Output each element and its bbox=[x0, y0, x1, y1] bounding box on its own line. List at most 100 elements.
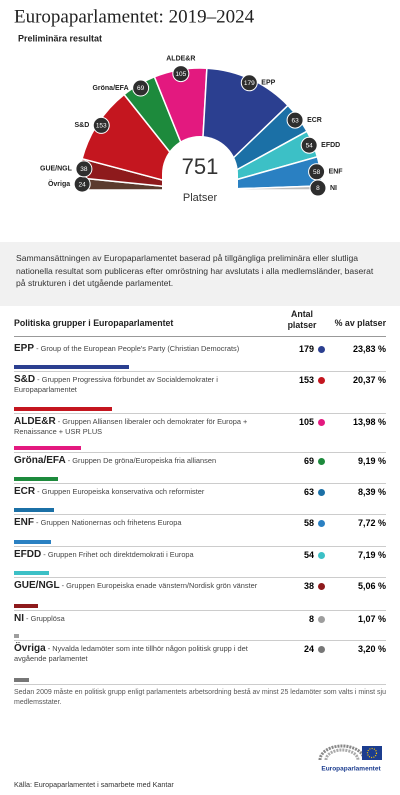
group-description: Grupplösa bbox=[30, 614, 65, 623]
group-description: Gruppen Frihet och direktdemokrati i Eur… bbox=[47, 550, 194, 559]
seat-bar bbox=[14, 634, 20, 638]
category-label: EFDD bbox=[321, 142, 340, 149]
category-label: ECR bbox=[307, 117, 322, 124]
separator: - bbox=[45, 644, 53, 653]
header-rule bbox=[14, 336, 386, 337]
group-abbr: EFDD bbox=[14, 549, 42, 560]
separator: - bbox=[24, 614, 31, 623]
seats: 153 bbox=[298, 375, 314, 385]
group-description: Group of the European People's Party (Ch… bbox=[40, 344, 240, 353]
group-cell: ECR - Gruppen Europeiska konservativa oc… bbox=[14, 487, 269, 497]
seat-bar bbox=[14, 477, 59, 481]
group-cell: GUE/NGL - Gruppen Europeiska enade vänst… bbox=[14, 581, 269, 591]
separator: - bbox=[35, 487, 42, 496]
seat-bar bbox=[14, 508, 55, 512]
color-dot bbox=[318, 419, 325, 426]
center-base bbox=[162, 174, 238, 204]
group-abbr: S&D bbox=[14, 374, 36, 385]
percent: 3,20 % bbox=[357, 644, 386, 654]
table-row: EFDD - Gruppen Frihet och direktdemokrat… bbox=[14, 546, 386, 578]
separator: - bbox=[34, 344, 41, 353]
value-bubble bbox=[75, 160, 93, 178]
table-row: Övriga - Nyvalda ledamöter som inte till… bbox=[14, 640, 386, 685]
logo: Europaparlamentet bbox=[318, 744, 382, 773]
percent: 13,98 % bbox=[352, 417, 386, 427]
group-cell: Övriga - Nyvalda ledamöter som inte till… bbox=[14, 644, 269, 664]
group-description: Gruppen Progressiva förbundet av Sociald… bbox=[14, 375, 218, 394]
table-row: S&D - Gruppen Progressiva förbundet av S… bbox=[14, 371, 386, 414]
seat-bar bbox=[14, 407, 112, 411]
seats: 69 bbox=[303, 456, 314, 466]
table-row: NI - Grupplösa 8 1,07 % bbox=[14, 610, 386, 641]
color-dot bbox=[318, 583, 325, 590]
group-description: Gruppen Europeiska konservativa och refo… bbox=[41, 487, 205, 496]
separator: - bbox=[34, 518, 41, 527]
value-label: 69 bbox=[137, 85, 145, 92]
seats: 24 bbox=[303, 644, 314, 654]
group-cell: Gröna/EFA - Gruppen De gröna/Europeiska … bbox=[14, 456, 269, 466]
percent: 9,19 % bbox=[357, 456, 386, 466]
group-cell: EFDD - Gruppen Frihet och direktdemokrat… bbox=[14, 550, 269, 560]
chart-title: Europaparlamentet: 2019–2024 bbox=[14, 6, 255, 27]
value-bubble bbox=[240, 74, 258, 92]
value-bubble bbox=[172, 65, 190, 83]
group-description: Nyvalda ledamöter som inte tillhör någon… bbox=[14, 644, 248, 663]
seats: 38 bbox=[303, 581, 314, 591]
table-header: Antal platser bbox=[287, 309, 317, 330]
category-label: NI bbox=[330, 185, 337, 192]
seat-bar bbox=[14, 446, 82, 450]
group-abbr: ALDE&R bbox=[14, 416, 56, 427]
group-description: Gruppen Alliansen liberaler och demokrat… bbox=[14, 417, 248, 436]
table-row: ECR - Gruppen Europeiska konservativa oc… bbox=[14, 483, 386, 515]
table-row: ALDE&R - Gruppen Alliansen liberaler och… bbox=[14, 413, 386, 453]
group-abbr: NI bbox=[14, 613, 24, 624]
category-label: Övriga bbox=[48, 179, 70, 188]
group-abbr: GUE/NGL bbox=[14, 580, 60, 591]
color-dot bbox=[318, 377, 325, 384]
table-row: EPP - Group of the European People's Par… bbox=[14, 340, 386, 372]
percent: 20,37 % bbox=[352, 375, 386, 385]
seats: 179 bbox=[298, 344, 314, 354]
table-row: Gröna/EFA - Gruppen De gröna/Europeiska … bbox=[14, 452, 386, 484]
chart-subtitle: Preliminära resultat bbox=[18, 33, 102, 43]
source: Källa: Europaparlamentet i samarbete med… bbox=[14, 780, 174, 789]
separator: - bbox=[35, 375, 42, 384]
category-label: Gröna/EFA bbox=[92, 85, 128, 92]
intro-text: Sammansättningen av Europaparlamentet ba… bbox=[0, 242, 400, 306]
table-header: % av platser bbox=[334, 318, 386, 328]
seat-bar bbox=[14, 540, 52, 544]
seats: 8 bbox=[308, 614, 314, 624]
value-bubble bbox=[309, 179, 327, 197]
category-label: S&D bbox=[74, 122, 89, 129]
value-label: 179 bbox=[244, 80, 255, 87]
group-description: Gruppen Nationernas och frihetens Europa bbox=[40, 518, 182, 527]
group-abbr: Gröna/EFA bbox=[14, 455, 66, 466]
color-dot bbox=[318, 489, 325, 496]
seat-bar bbox=[14, 604, 39, 608]
group-cell: NI - Grupplösa bbox=[14, 614, 269, 624]
category-label: ENF bbox=[329, 169, 344, 176]
color-dot bbox=[318, 520, 325, 527]
value-label: 54 bbox=[306, 142, 314, 149]
seats: 105 bbox=[298, 417, 314, 427]
seats: 54 bbox=[303, 550, 314, 560]
percent: 23,83 % bbox=[352, 344, 386, 354]
separator: - bbox=[59, 581, 67, 590]
total-label: Platser bbox=[183, 192, 218, 204]
seats: 58 bbox=[303, 518, 314, 528]
category-label: ALDE&R bbox=[166, 55, 195, 62]
footnote: Sedan 2009 måste en politisk grupp enlig… bbox=[14, 689, 386, 706]
value-label: 8 bbox=[316, 185, 320, 192]
category-label: GUE/NGL bbox=[40, 166, 73, 173]
logo-text: Europaparlamentet bbox=[321, 766, 381, 773]
percent: 5,06 % bbox=[357, 581, 386, 591]
group-cell: S&D - Gruppen Progressiva förbundet av S… bbox=[14, 375, 269, 395]
value-bubble bbox=[300, 136, 318, 154]
separator: - bbox=[55, 417, 63, 426]
value-bubble bbox=[132, 79, 150, 97]
value-bubble bbox=[92, 116, 110, 134]
group-abbr: ENF bbox=[14, 517, 34, 528]
value-label: 24 bbox=[79, 181, 87, 188]
table-row: GUE/NGL - Gruppen Europeiska enade vänst… bbox=[14, 577, 386, 611]
value-bubble bbox=[286, 111, 304, 129]
